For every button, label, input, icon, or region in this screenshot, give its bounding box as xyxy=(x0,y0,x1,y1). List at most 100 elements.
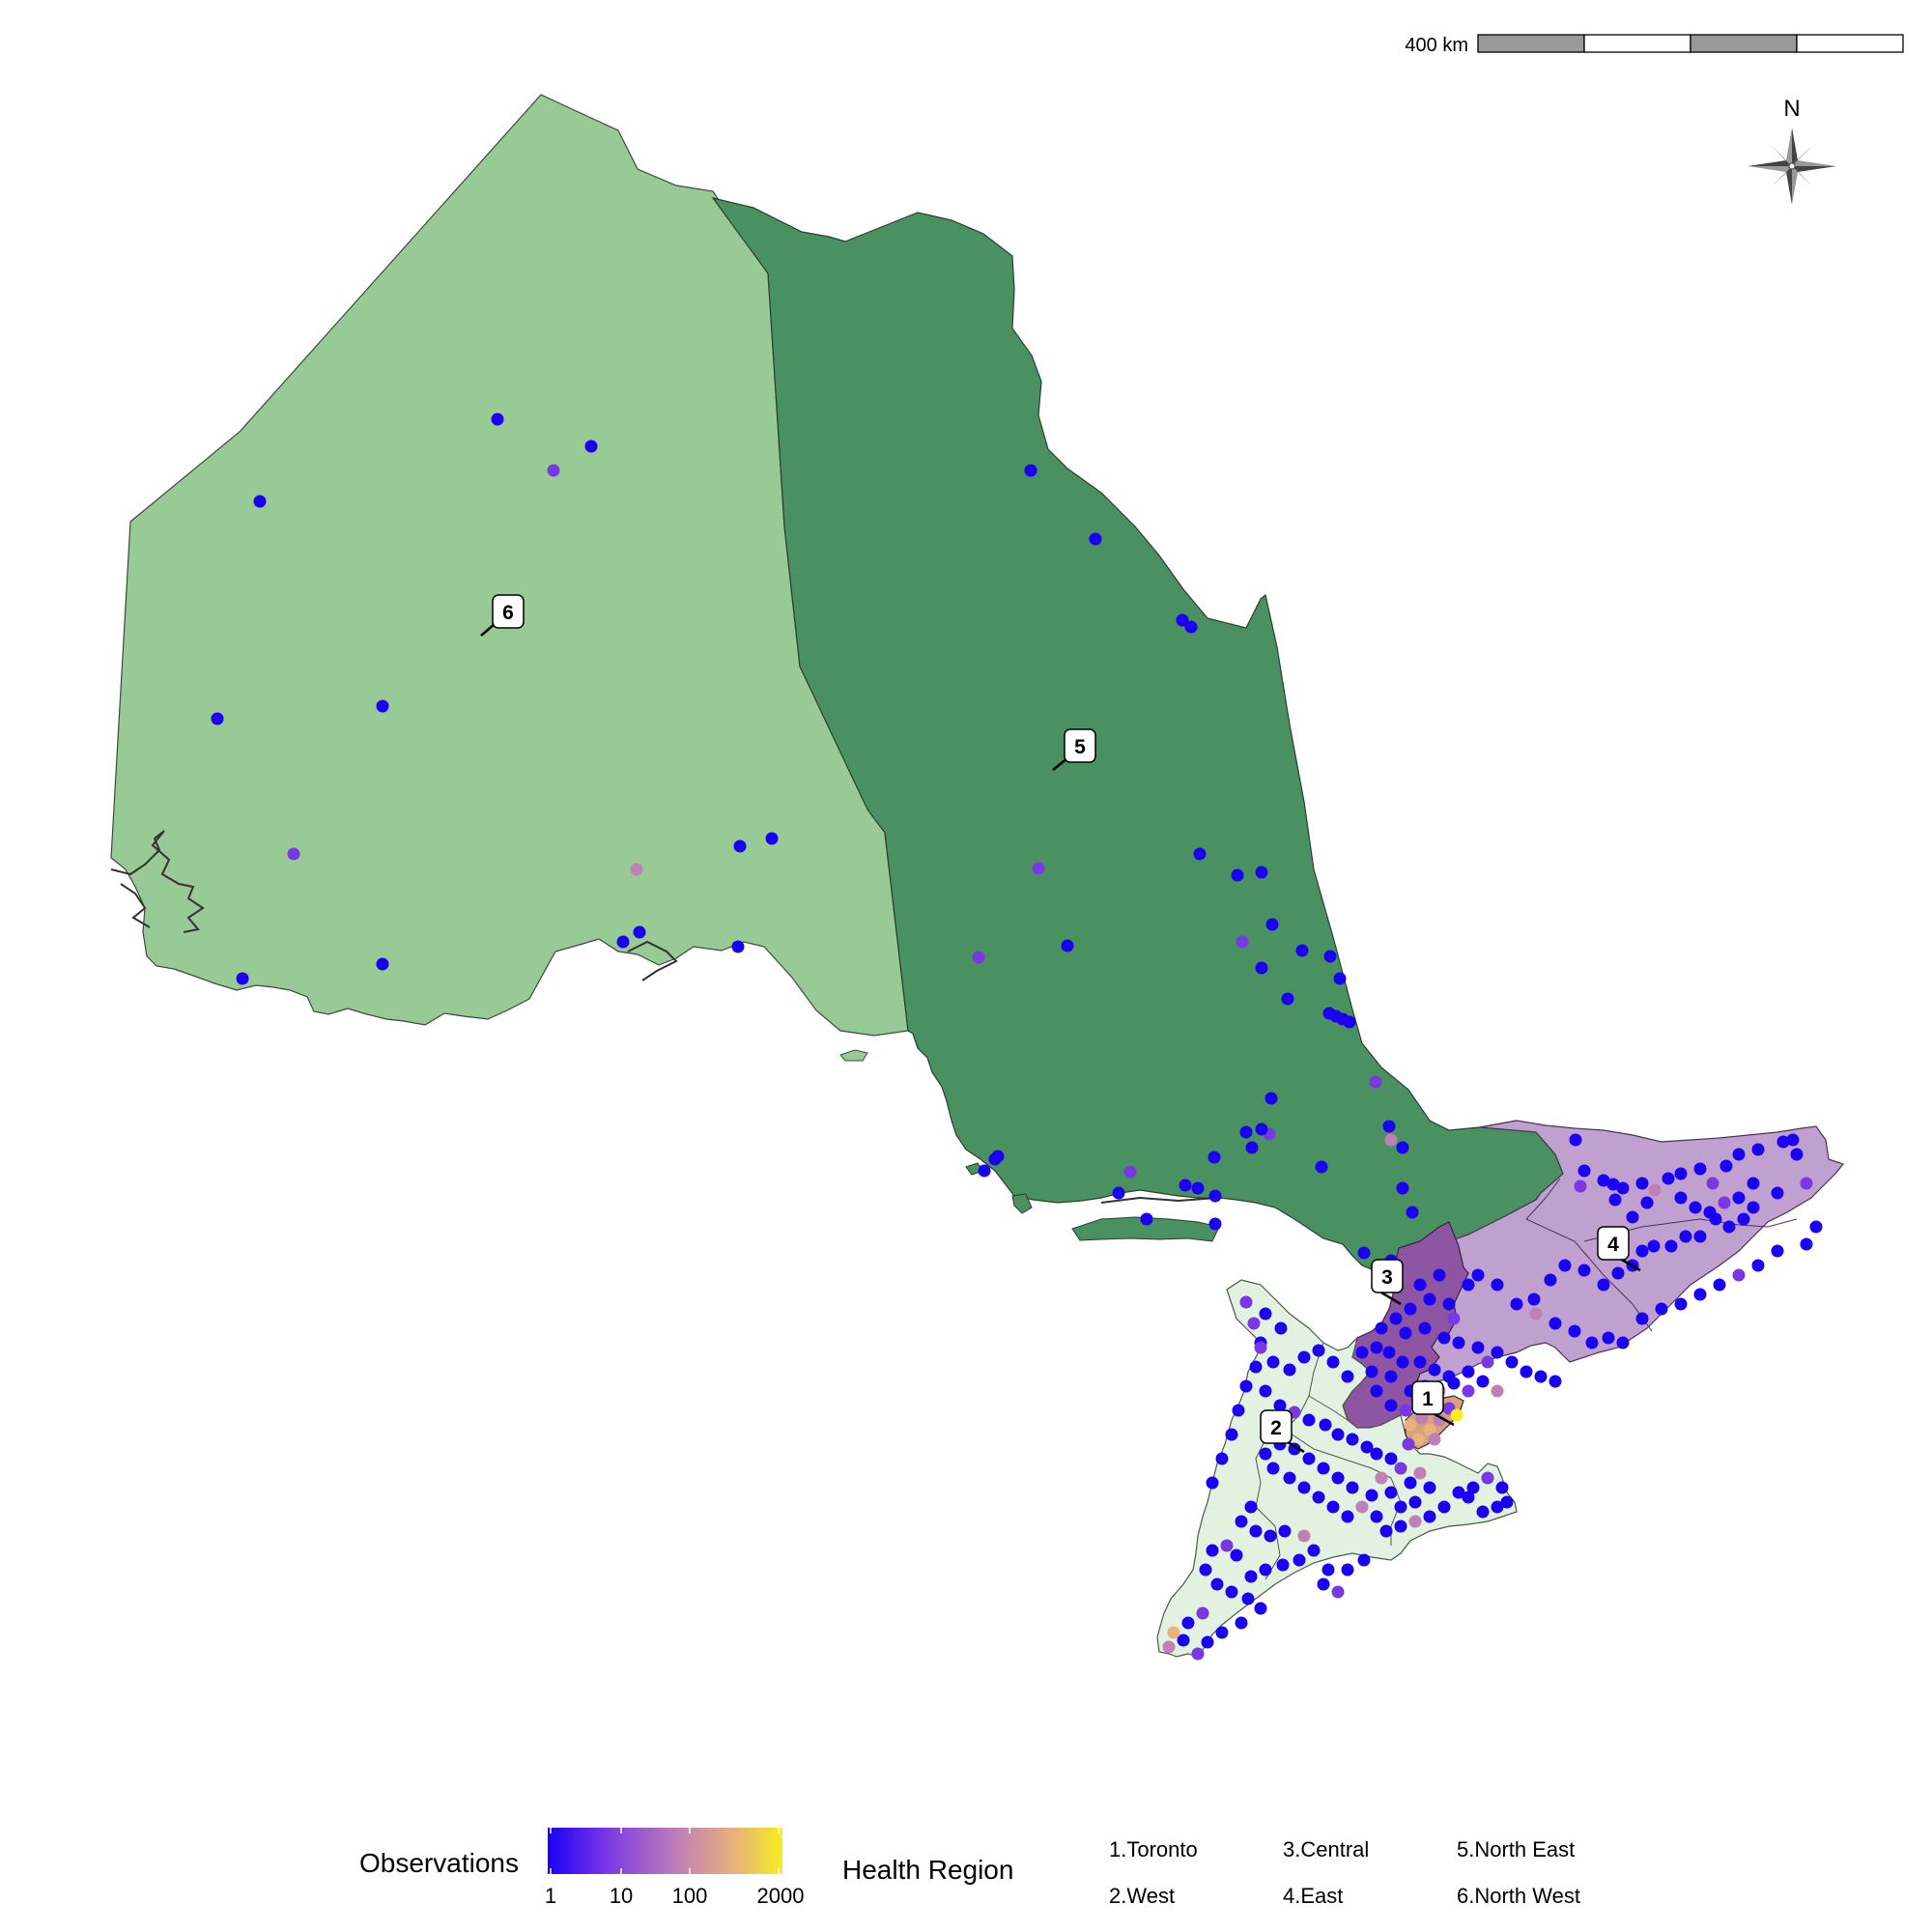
observation-point xyxy=(1382,1346,1396,1359)
observation-point xyxy=(1776,1135,1790,1149)
observation-point xyxy=(1548,1375,1562,1388)
observation-point xyxy=(1662,1172,1675,1185)
observation-point xyxy=(1264,1529,1277,1543)
observation-point xyxy=(1568,1324,1581,1338)
observation-point xyxy=(1235,1515,1248,1528)
observation-point xyxy=(1674,1191,1688,1205)
observation-point xyxy=(1206,1476,1219,1490)
observation-point xyxy=(1500,1495,1514,1509)
observation-point xyxy=(547,464,560,477)
observation-point xyxy=(1179,1179,1192,1192)
observation-point xyxy=(1370,1510,1383,1523)
observation-point xyxy=(1061,939,1074,952)
observation-point xyxy=(1481,1471,1494,1485)
region-label-3: 3 xyxy=(1371,1259,1404,1306)
observation-point xyxy=(731,940,745,953)
observation-point xyxy=(1703,1206,1717,1219)
observation-point xyxy=(1647,1239,1661,1253)
observation-point xyxy=(1529,1307,1543,1321)
observation-point xyxy=(1611,1266,1625,1280)
observation-point xyxy=(765,832,779,845)
observation-point xyxy=(1394,1520,1407,1533)
observation-point xyxy=(1577,1164,1591,1178)
observation-point xyxy=(1428,1433,1441,1446)
observation-point xyxy=(1369,1075,1382,1089)
observation-point xyxy=(1394,1500,1407,1514)
observation-point xyxy=(1276,1558,1290,1572)
observation-point xyxy=(1423,1510,1436,1523)
observation-point xyxy=(236,972,249,985)
observation-point xyxy=(1384,1486,1398,1499)
observation-point xyxy=(1602,1331,1615,1345)
observation-point xyxy=(1259,1447,1272,1461)
observation-point xyxy=(1396,1355,1409,1369)
observation-point xyxy=(1255,866,1268,879)
observation-point xyxy=(1244,1570,1258,1583)
observation-point xyxy=(1751,1143,1765,1156)
observation-point xyxy=(1771,1186,1784,1200)
observation-point xyxy=(1790,1148,1804,1161)
observation-point xyxy=(1259,1384,1272,1398)
observation-point xyxy=(1302,1452,1316,1465)
observation-point xyxy=(1402,1437,1415,1451)
observation-point xyxy=(1394,1462,1407,1475)
observation-point xyxy=(1167,1626,1180,1639)
observation-point xyxy=(1199,1563,1212,1577)
observation-point xyxy=(1447,1312,1461,1325)
observations-colorbar xyxy=(548,1828,782,1874)
colorbar-tick-1: 1 xyxy=(545,1884,556,1908)
observation-point xyxy=(1648,1183,1662,1197)
observation-points xyxy=(211,412,1823,1661)
observation-point xyxy=(1239,1295,1253,1309)
observation-point xyxy=(211,712,224,725)
observation-point xyxy=(1510,1297,1523,1311)
observation-point xyxy=(1293,1553,1306,1567)
observation-point xyxy=(1396,1141,1409,1154)
observation-point xyxy=(1235,1616,1248,1630)
observation-point xyxy=(1215,1626,1229,1639)
observation-point xyxy=(1365,1365,1378,1378)
legend-entry-west: 2.West xyxy=(1109,1884,1175,1908)
observation-point xyxy=(1264,1092,1278,1105)
observation-point xyxy=(1396,1181,1409,1195)
observation-point xyxy=(1249,1360,1263,1374)
region-label-1-text: 1 xyxy=(1422,1388,1434,1410)
observation-point xyxy=(1357,1246,1371,1260)
observation-point xyxy=(1495,1481,1509,1494)
region-label-1: 1 xyxy=(1411,1380,1455,1427)
observation-point xyxy=(733,839,747,853)
observation-point xyxy=(1225,1585,1238,1599)
legend-entry-north-east: 5.North East xyxy=(1457,1837,1575,1861)
observation-point xyxy=(1273,1399,1287,1412)
observation-point xyxy=(1462,1384,1475,1398)
observation-point xyxy=(1751,1259,1765,1272)
observation-point xyxy=(1437,1500,1451,1514)
legend: Observations 1 10 100 2000 Health Region… xyxy=(359,1828,1580,1908)
observation-point xyxy=(1230,1548,1243,1562)
observation-point xyxy=(1423,1423,1436,1436)
observation-point xyxy=(1452,1486,1465,1499)
legend-observations-title: Observations xyxy=(359,1848,519,1878)
observation-point xyxy=(1452,1336,1465,1350)
observation-point xyxy=(1450,1408,1463,1422)
observation-point xyxy=(1462,1365,1475,1378)
observation-point xyxy=(1331,1585,1345,1599)
observation-point xyxy=(1370,1384,1383,1398)
island-small-3 xyxy=(1011,1193,1033,1214)
observation-point xyxy=(1297,1529,1311,1543)
observation-point xyxy=(1247,1317,1261,1330)
compass-rose-icon: N xyxy=(1747,96,1836,205)
observation-point xyxy=(1360,1440,1374,1454)
observation-point xyxy=(1326,1355,1340,1369)
observation-point xyxy=(1616,1336,1630,1350)
observation-point xyxy=(1433,1413,1446,1427)
observation-point xyxy=(1343,1015,1356,1029)
observation-point xyxy=(1191,1647,1205,1661)
observation-point xyxy=(1112,1186,1125,1200)
island-small-1 xyxy=(839,1049,868,1062)
observation-point xyxy=(1319,1418,1332,1432)
observation-point xyxy=(1236,935,1249,949)
observation-point xyxy=(972,951,985,964)
observation-point xyxy=(1606,1178,1620,1191)
observation-point xyxy=(584,440,598,453)
